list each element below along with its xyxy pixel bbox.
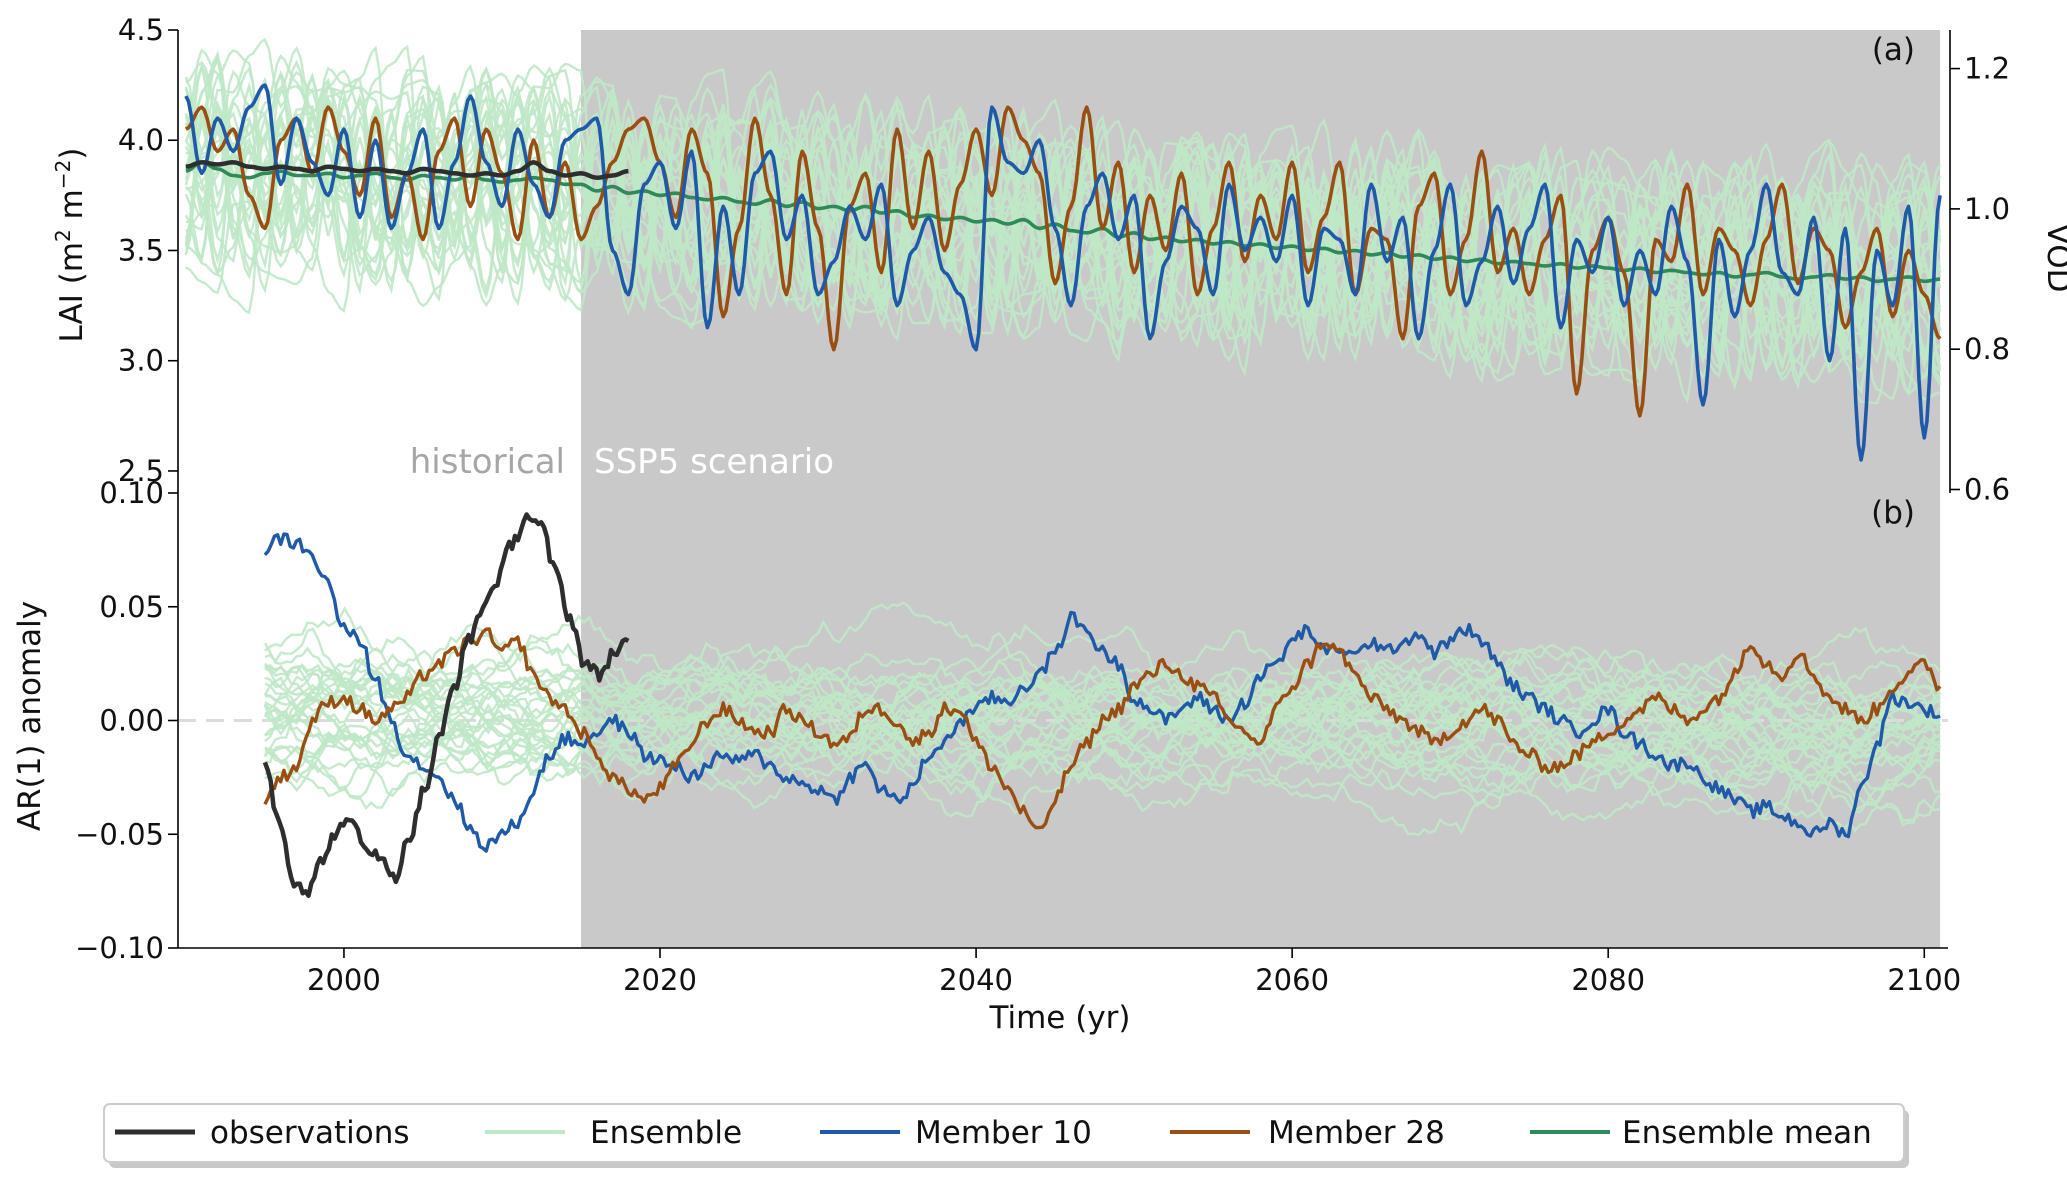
time-tick-label-2040: 2040 (939, 963, 1013, 997)
legend-label-ensemble-mean: Ensemble mean (1622, 1115, 1872, 1151)
ensemble-member-b-13 (264, 679, 1942, 798)
legend: observations Ensemble Member 10 Member 2… (103, 1103, 1909, 1168)
ensemble-member-b-28 (264, 652, 1941, 769)
lai-tick-label-4.5: 4.5 (118, 13, 164, 47)
line-b-member-10 (263, 532, 1941, 853)
time-tick-label-2060: 2060 (1255, 963, 1329, 997)
legend-label-ensemble: Ensemble (590, 1115, 742, 1151)
vod-tick-label-0.6: 0.6 (1964, 472, 2010, 506)
panel-a: 2.5 3.0 3.5 4.0 4.5 0.6 0.8 1.0 1.2 LAI (m2 m−2)… (51, 13, 2067, 506)
time-tick-label-2080: 2080 (1571, 963, 1645, 997)
axes-b: −0.10 −0.05 0.00 0.05 0.10 2000 2020 2040 2060 20… (75, 476, 1961, 997)
vod-tick-label-1.2: 1.2 (1964, 52, 2010, 86)
time-tick-label-2100: 2100 (1887, 963, 1961, 997)
lai-tick-label-4.0: 4.0 (118, 123, 164, 157)
legend-item-ensemble-mean: Ensemble mean (1530, 1115, 1872, 1151)
ensemble-member-b-17 (264, 663, 1942, 821)
time-tick-label-2020: 2020 (623, 963, 697, 997)
vod-axis-label: VOD (2040, 224, 2067, 293)
line-a-member-28 (185, 105, 1942, 418)
scenario-label: SSP5 scenario (594, 442, 834, 482)
ensemble-member-b-22 (264, 606, 1941, 791)
ensemble-member-b-25 (264, 667, 1942, 748)
vod-tick-label-1.0: 1.0 (1964, 192, 2010, 226)
ensemble-member-b-27 (264, 623, 1941, 791)
vod-tick-label-0.8: 0.8 (1964, 332, 2010, 366)
legend-label-observations: observations (210, 1115, 410, 1151)
panel-label-b: (b) (1871, 495, 1915, 531)
ensemble-member-b-18 (264, 642, 1941, 812)
line-b-observations (262, 512, 630, 898)
legend-frame (103, 1103, 1905, 1163)
legend-item-ensemble: Ensemble (485, 1115, 742, 1151)
ensemble-member-a-30 (184, 50, 1942, 401)
axes-a: 2.5 3.0 3.5 4.0 4.5 0.6 0.8 1.0 1.2 (118, 13, 2010, 506)
ar1-axis-label: AR(1) anomaly (12, 601, 48, 831)
ar1-tick-label-0.00: 0.00 (99, 704, 164, 738)
legend-item-observations: observations (115, 1115, 410, 1151)
ensemble-lines-b (263, 601, 1942, 837)
lai-tick-label-2.5: 2.5 (118, 454, 164, 488)
series-lines-b (262, 512, 1942, 898)
ar1-tick-label-0.05: 0.05 (99, 590, 164, 624)
line-a-member-10 (184, 83, 1942, 462)
legend-label-member-28: Member 28 (1268, 1115, 1445, 1151)
historical-label: historical (410, 442, 565, 482)
line-b-member-28 (263, 627, 1942, 830)
ar1-tick-label-0.10: 0.10 (99, 476, 164, 510)
ensemble-member-b-30 (264, 614, 1941, 837)
line-a-observations (185, 160, 629, 180)
legend-label-member-10: Member 10 (915, 1115, 1092, 1151)
lai-tick-label-3.5: 3.5 (118, 233, 164, 267)
panel-b: −0.10 −0.05 0.00 0.05 0.10 2000 2020 2040 2060 20… (12, 476, 1961, 1036)
ar1-tick-label-−0.05: −0.05 (75, 817, 164, 851)
time-tick-label-2000: 2000 (307, 963, 381, 997)
legend-item-member-28: Member 28 (1170, 1115, 1445, 1151)
panel-label-a: (a) (1872, 32, 1915, 68)
time-axis-label: Time (yr) (989, 1000, 1131, 1036)
lai-tick-label-3.0: 3.0 (118, 344, 164, 378)
series-lines-a (184, 83, 1942, 462)
legend-item-member-10: Member 10 (820, 1115, 1092, 1151)
ar1-tick-label-−0.10: −0.10 (75, 931, 164, 965)
lai-axis-label: LAI (m2 m−2) (51, 148, 90, 343)
ensemble-member-b-26 (263, 601, 1942, 783)
